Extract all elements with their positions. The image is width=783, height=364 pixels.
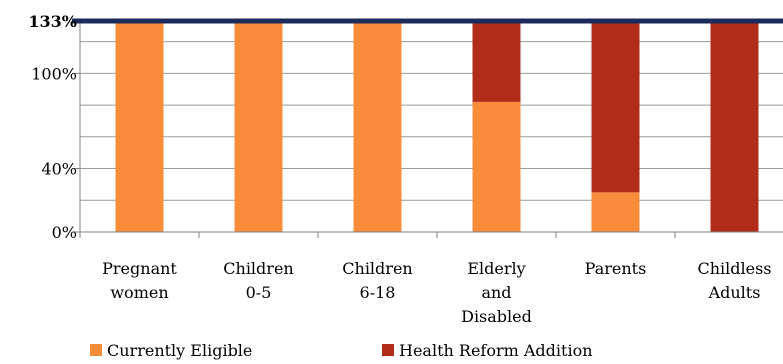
category-label-3: Elderly and Disabled (461, 259, 532, 326)
gridlines (80, 41, 783, 201)
y-tick-label-0: 0% (52, 223, 77, 242)
x-category-labels: Pregnant women Children 0-5 Children 6-18 Elde… (102, 259, 771, 326)
category-label-1: Children 0-5 (223, 259, 293, 302)
y-tick-label-100: 100% (31, 64, 77, 83)
y-tick-labels: 0% 40% 100% 133% (28, 12, 77, 242)
category-label-2: Children 6-18 (342, 259, 412, 302)
category-label-4: Parents (585, 259, 647, 278)
axes (72, 18, 783, 238)
category-label-5: Childless Adults (697, 259, 771, 302)
bar-currently-eligible-3 (472, 101, 521, 232)
legend: Currently Eligible Health Reform Addition (90, 341, 593, 360)
legend-swatch-currently-eligible (90, 344, 102, 356)
bar-currently-eligible-4 (591, 192, 640, 232)
bar-health-reform-addition-5 (710, 21, 759, 232)
legend-swatch-health-reform-addition (382, 344, 394, 356)
y-tick-label-40: 40% (41, 160, 77, 179)
bar-health-reform-addition-3 (472, 21, 521, 102)
bar-currently-eligible-0 (115, 21, 164, 232)
bar-currently-eligible-1 (234, 21, 283, 232)
bars (115, 21, 759, 232)
legend-label-health-reform-addition: Health Reform Addition (399, 341, 593, 360)
category-label-0: Pregnant women (102, 259, 177, 302)
bar-health-reform-addition-4 (591, 21, 640, 193)
y-tick-label-133: 133% (28, 12, 77, 31)
bar-currently-eligible-2 (353, 21, 402, 232)
legend-label-currently-eligible: Currently Eligible (107, 341, 252, 360)
